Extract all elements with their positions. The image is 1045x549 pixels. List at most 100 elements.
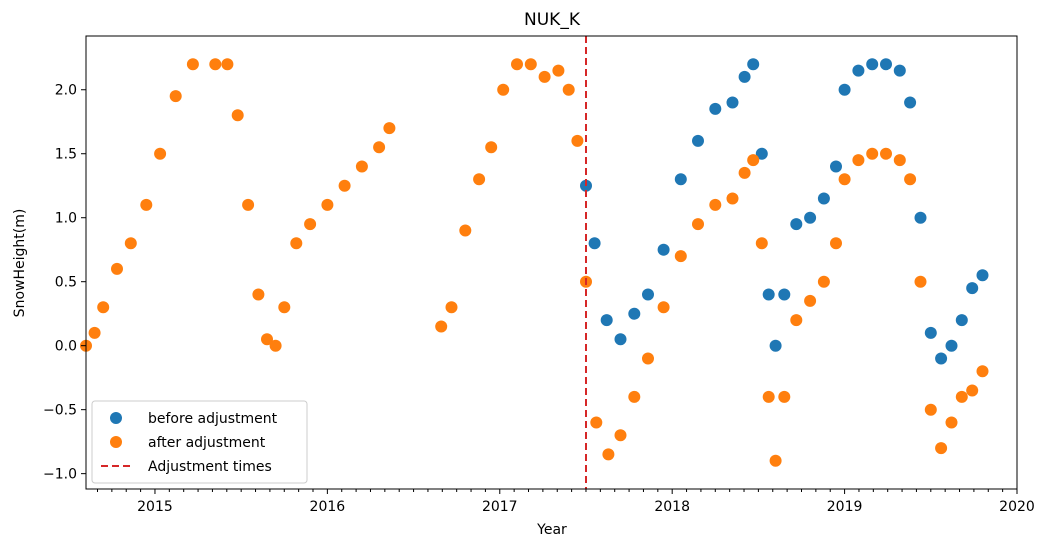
- data-point: [169, 90, 182, 103]
- y-tick-label: −1.0: [43, 467, 77, 483]
- data-point: [355, 160, 368, 173]
- data-point: [231, 109, 244, 122]
- x-tick-label: 2016: [310, 499, 346, 515]
- data-point: [893, 154, 906, 167]
- x-tick-label: 2018: [654, 499, 690, 515]
- y-tick-label: −0.5: [43, 403, 77, 419]
- data-point: [955, 390, 968, 403]
- data-point: [614, 333, 627, 346]
- data-point: [140, 198, 153, 211]
- data-point: [459, 224, 472, 237]
- data-point: [338, 179, 351, 192]
- x-tick-label: 2020: [999, 499, 1035, 515]
- data-point: [154, 147, 167, 160]
- y-tick-label: 2.0: [55, 83, 77, 99]
- data-point: [321, 198, 334, 211]
- data-point: [726, 96, 739, 109]
- data-point: [614, 429, 627, 442]
- data-point: [726, 192, 739, 205]
- plot-area: [80, 36, 989, 489]
- data-point: [692, 218, 704, 231]
- data-point: [445, 301, 458, 314]
- data-point: [304, 218, 317, 231]
- y-tick-label: 1.5: [55, 147, 77, 163]
- legend-label-before: before adjustment: [148, 411, 278, 427]
- data-point: [524, 58, 537, 71]
- data-point: [290, 237, 303, 250]
- data-point: [602, 448, 615, 461]
- data-point: [769, 454, 782, 467]
- data-point: [830, 237, 842, 250]
- legend: before adjustment after adjustment Adjus…: [91, 400, 308, 484]
- data-point: [692, 134, 704, 147]
- data-point: [852, 64, 865, 77]
- data-point: [209, 58, 222, 71]
- data-point: [852, 154, 865, 167]
- data-point: [485, 141, 498, 154]
- data-point: [804, 211, 817, 224]
- data-point: [755, 147, 768, 160]
- x-axis: 2015 2016 2017 2018 2019 2020: [96, 489, 1035, 515]
- legend-marker-before: [110, 412, 122, 424]
- data-point: [186, 58, 199, 71]
- legend-box: [91, 400, 308, 484]
- series-before-adjustment: [580, 58, 989, 365]
- data-point: [511, 58, 523, 71]
- data-point: [778, 288, 791, 301]
- data-point: [552, 64, 565, 77]
- data-point: [817, 275, 830, 288]
- y-tick-label: 1.0: [55, 211, 77, 227]
- data-point: [373, 141, 386, 154]
- data-point: [642, 288, 654, 301]
- data-point: [866, 147, 879, 160]
- data-point: [221, 58, 234, 71]
- data-point: [966, 282, 979, 295]
- data-point: [738, 70, 751, 83]
- data-point: [762, 390, 775, 403]
- y-axis: −1.0 −0.5 0.0 0.5 1.0 1.5 2.0: [43, 83, 86, 483]
- data-point: [538, 70, 551, 83]
- y-tick-label: 0.0: [55, 339, 77, 355]
- data-point: [657, 301, 670, 314]
- data-point: [935, 442, 948, 455]
- data-point: [976, 365, 989, 378]
- y-axis-label: SnowHeight(m): [12, 209, 28, 318]
- data-point: [97, 301, 110, 314]
- plot-frame: [85, 35, 1018, 490]
- data-point: [880, 147, 892, 160]
- data-point: [778, 390, 791, 403]
- data-point: [955, 314, 968, 327]
- data-point: [838, 173, 851, 186]
- data-point: [111, 262, 123, 275]
- data-point: [124, 237, 137, 250]
- data-point: [642, 352, 654, 365]
- data-point: [935, 352, 948, 365]
- data-point: [383, 122, 396, 135]
- x-tick-label: 2019: [827, 499, 863, 515]
- data-point: [562, 83, 575, 96]
- data-point: [804, 294, 817, 307]
- data-point: [817, 192, 830, 205]
- y-tick-label: 0.5: [55, 275, 77, 291]
- data-point: [945, 416, 958, 429]
- data-point: [571, 134, 584, 147]
- data-point: [473, 173, 486, 186]
- data-point: [914, 275, 927, 288]
- data-point: [755, 237, 768, 250]
- data-point: [790, 314, 803, 327]
- data-point: [904, 173, 917, 186]
- legend-marker-after: [110, 436, 122, 448]
- data-point: [628, 307, 641, 320]
- data-point: [914, 211, 927, 224]
- x-tick-label: 2017: [482, 499, 518, 515]
- data-point: [762, 288, 775, 301]
- data-point: [590, 416, 603, 429]
- data-point: [976, 269, 989, 282]
- data-point: [880, 58, 892, 71]
- data-point: [242, 198, 255, 211]
- data-point: [747, 58, 760, 71]
- legend-label-adjustment: Adjustment times: [148, 459, 272, 475]
- x-axis-label: Year: [536, 522, 567, 538]
- data-point: [88, 326, 101, 339]
